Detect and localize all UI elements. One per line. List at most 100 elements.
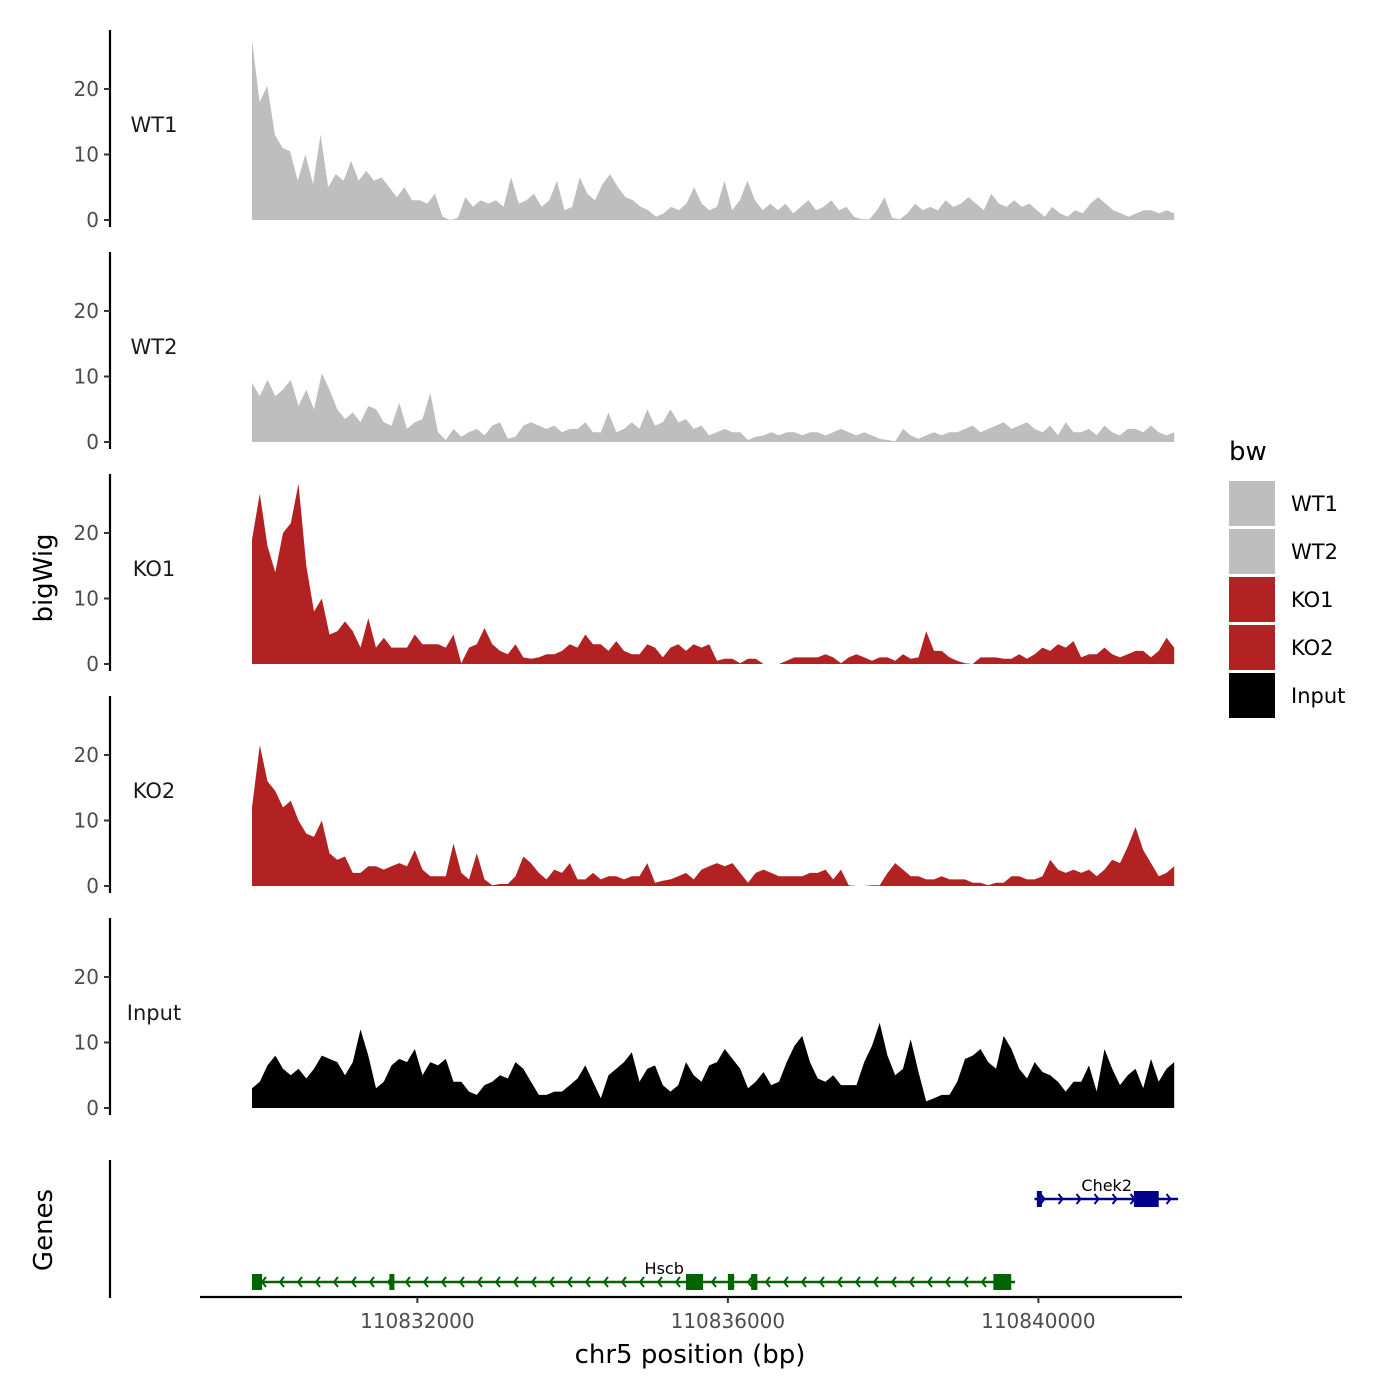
strand-arrow (1057, 1193, 1064, 1205)
strand-arrow (890, 1276, 897, 1288)
y-tick-label: 0 (86, 430, 99, 454)
gene-label: Hscb (645, 1259, 684, 1278)
strand-arrow (818, 1276, 825, 1288)
strand-arrow (800, 1276, 807, 1288)
y-tick-label: 20 (74, 743, 99, 767)
exon (252, 1274, 263, 1290)
x-tick-label: 110840000 (981, 1309, 1096, 1333)
exon (993, 1274, 1012, 1290)
strand-arrow (566, 1276, 573, 1288)
strand-arrow (494, 1276, 501, 1288)
strand-arrow (1039, 1193, 1046, 1205)
gene-label: Chek2 (1081, 1176, 1132, 1195)
x-axis-title: chr5 position (bp) (575, 1340, 806, 1370)
strand-arrow (584, 1276, 591, 1288)
y-tick-label: 10 (74, 808, 99, 832)
strand-arrow (620, 1276, 627, 1288)
y-tick-label: 0 (86, 652, 99, 676)
strand-arrow (1075, 1193, 1082, 1205)
strand-arrow (1165, 1193, 1172, 1205)
strand-arrow (602, 1276, 609, 1288)
legend: bw WT1 WT2 KO1 KO2 Input (1229, 437, 1345, 718)
coverage-area-wt2 (252, 373, 1175, 442)
strand-arrow (980, 1276, 987, 1288)
y-tick-label: 0 (86, 1096, 99, 1120)
track-ko2: 0 10 20 KO2 (74, 696, 1175, 898)
strand-arrow (332, 1276, 339, 1288)
legend-label: WT2 (1291, 540, 1338, 564)
strand-arrow (656, 1276, 663, 1288)
legend-label: KO2 (1291, 636, 1334, 660)
coverage-area-wt1 (252, 39, 1175, 220)
track-input: 0 10 20 Input (74, 918, 1175, 1120)
strand-arrow (530, 1276, 537, 1288)
y-axis-title: bigWig (29, 533, 59, 622)
coverage-area-ko1 (252, 483, 1175, 664)
y-tick-label: 20 (74, 521, 99, 545)
genes-axis-title: Genes (29, 1189, 59, 1271)
strand-arrow (782, 1276, 789, 1288)
strand-arrow (674, 1276, 681, 1288)
exon (685, 1274, 704, 1290)
legend-swatch-ko1 (1229, 577, 1275, 622)
x-tick-label: 110836000 (671, 1309, 786, 1333)
track-ko1: 0 10 20 KO1 (74, 474, 1175, 676)
genes-panel: Hscb Chek2 (108, 1160, 1179, 1298)
track-label: WT1 (131, 113, 178, 137)
strand-arrow (944, 1276, 951, 1288)
y-tick-label: 20 (74, 299, 99, 323)
strand-arrow (836, 1276, 843, 1288)
y-tick-label: 10 (74, 364, 99, 388)
strand-arrow (404, 1276, 411, 1288)
exon (727, 1274, 735, 1290)
coverage-area-input (252, 1022, 1175, 1108)
strand-arrow (368, 1276, 375, 1288)
strand-arrow (1093, 1193, 1100, 1205)
legend-swatch-input (1229, 673, 1275, 718)
strand-arrow (512, 1276, 519, 1288)
strand-arrow (296, 1276, 303, 1288)
strand-arrow (458, 1276, 465, 1288)
track-label: KO2 (133, 779, 176, 803)
gene-hscb: Hscb (252, 1259, 1016, 1290)
track-wt2: 0 10 20 WT2 (74, 252, 1175, 454)
strand-arrow (908, 1276, 915, 1288)
strand-arrow (638, 1276, 645, 1288)
strand-arrow (1111, 1193, 1118, 1205)
strand-arrow (314, 1276, 321, 1288)
legend-title: bw (1229, 437, 1267, 467)
y-tick-label: 10 (74, 586, 99, 610)
track-wt1: 0 10 20 WT1 (74, 30, 1175, 232)
y-tick-label: 20 (74, 77, 99, 101)
gene-chek2: Chek2 (1034, 1176, 1179, 1207)
strand-arrow (872, 1276, 879, 1288)
legend-swatch-ko2 (1229, 625, 1275, 670)
track-panels: 0 10 20 WT1 0 10 20 WT2 0 10 20 KO1 0 10 20 KO2 0 10 20 Inp… (74, 30, 1175, 1120)
strand-arrow (926, 1276, 933, 1288)
strand-arrow (854, 1276, 861, 1288)
legend-label: Input (1291, 684, 1345, 708)
y-tick-label: 0 (86, 208, 99, 232)
x-axis: 110832000 110836000 110840000 (200, 1295, 1182, 1333)
exon (751, 1274, 758, 1290)
track-label: WT2 (131, 335, 178, 359)
x-tick-label: 110832000 (360, 1309, 475, 1333)
exon (1133, 1191, 1159, 1207)
strand-arrow (422, 1276, 429, 1288)
y-tick-label: 20 (74, 965, 99, 989)
legend-label: WT1 (1291, 492, 1338, 516)
strand-arrow (548, 1276, 555, 1288)
strand-arrow (764, 1276, 771, 1288)
y-tick-label: 10 (74, 1030, 99, 1054)
strand-arrow (350, 1276, 357, 1288)
legend-swatch-wt2 (1229, 529, 1275, 574)
y-tick-label: 0 (86, 874, 99, 898)
track-label: KO1 (133, 557, 176, 581)
strand-arrow (962, 1276, 969, 1288)
coverage-area-ko2 (252, 745, 1175, 886)
strand-arrow (278, 1276, 285, 1288)
strand-arrow (440, 1276, 447, 1288)
strand-arrow (476, 1276, 483, 1288)
legend-label: KO1 (1291, 588, 1334, 612)
exon (1036, 1191, 1042, 1207)
